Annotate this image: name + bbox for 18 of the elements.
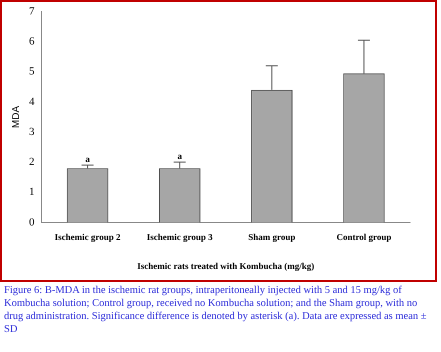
- y-tick-label: 7: [29, 5, 35, 18]
- y-tick-label: 1: [29, 186, 34, 198]
- y-tick-label: 6: [29, 36, 35, 48]
- x-axis-title: Ischemic rats treated with Kombucha (mg/kg): [137, 260, 314, 271]
- y-tick-label: 5: [29, 66, 35, 78]
- y-tick-label: 4: [29, 96, 35, 108]
- caption: Figure 6: B-MDA in the ischemic rat groups, intraperitoneally injected with 5 and 15 mg/kg of Kombucha solution; Control group, received no Kombucha solution; and the Sham group, with no drug administration. Significance difference is denoted by asterisk (a). Data are expressed as mean ± SD: [4, 284, 428, 336]
- frame: Ischemic rats treated with Kombucha (mg/kg) MDA Ischemic group 2 Ischemic group 3 Sham group Control group 0 1 2 3 4 5 6 7 a a: [0, 0, 437, 282]
- annotation: a: [85, 154, 90, 164]
- y-axis-title: MDA: [10, 106, 22, 128]
- annotation: a: [177, 151, 182, 161]
- x-tick-label: Ischemic group 3: [146, 232, 214, 242]
- y-tick-label: 0: [29, 216, 35, 228]
- x-tick-label: Sham group: [248, 232, 296, 242]
- x-tick-label: Ischemic group 2: [54, 232, 121, 242]
- y-tick-label: 2: [29, 156, 34, 168]
- x-tick-label: Control group: [336, 232, 392, 242]
- y-tick-label: 3: [29, 126, 35, 138]
